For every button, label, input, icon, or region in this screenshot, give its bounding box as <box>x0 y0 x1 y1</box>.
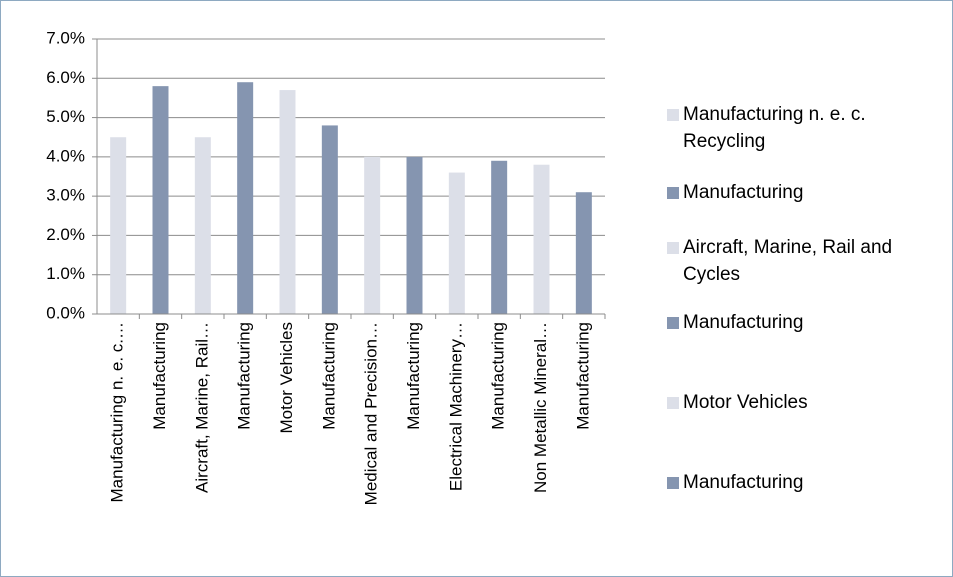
x-tick-label: Medical and Precision… <box>362 322 381 505</box>
y-tick-label: 6.0% <box>46 68 85 87</box>
x-tick-label: Motor Vehicles <box>277 322 296 434</box>
bar <box>533 164 550 314</box>
bar <box>406 156 423 314</box>
x-tick-label: Manufacturing <box>573 322 592 430</box>
legend-label: Aircraft, Marine, Rail and Cycles <box>683 237 893 285</box>
legend-item: Manufacturing <box>667 179 949 206</box>
legend-item: Motor Vehicles <box>667 389 949 416</box>
legend-swatch <box>667 242 679 254</box>
x-tick-label: Non Metallic Mineral… <box>531 322 550 493</box>
bar <box>110 137 127 314</box>
legend-label: Manufacturing <box>683 182 804 203</box>
legend-item: Manufacturing <box>667 469 949 496</box>
legend-label: Manufacturing n. e. c. Recycling <box>683 104 866 152</box>
x-tick-label: Manufacturing <box>319 322 338 430</box>
bar <box>364 156 381 314</box>
x-tick-label: Manufacturing <box>150 322 169 430</box>
x-tick-label: Electrical Machinery… <box>446 322 465 491</box>
y-tick-label: 7.0% <box>46 28 85 47</box>
legend-item: Manufacturing n. e. c. Recycling <box>667 101 949 155</box>
bar <box>279 90 296 314</box>
bar <box>575 192 592 314</box>
legend-swatch <box>667 109 679 121</box>
legend-swatch <box>667 397 679 409</box>
legend-swatch <box>667 477 679 489</box>
bar <box>194 137 211 314</box>
y-tick-label: 0.0% <box>46 303 85 322</box>
x-tick-label: Aircraft, Marine, Rail… <box>192 322 211 493</box>
bar <box>152 86 169 315</box>
x-tick-label: Manufacturing <box>404 322 423 430</box>
y-tick-label: 3.0% <box>46 186 85 205</box>
legend-label: Manufacturing <box>683 472 804 493</box>
legend-item: Aircraft, Marine, Rail and Cycles <box>667 234 949 288</box>
legend-label: Motor Vehicles <box>683 392 808 413</box>
bar <box>448 172 465 314</box>
y-tick-label: 2.0% <box>46 225 85 244</box>
bar <box>237 82 254 314</box>
x-tick-label: Manufacturing <box>235 322 254 430</box>
legend-label: Manufacturing <box>683 312 804 333</box>
y-tick-label: 5.0% <box>46 107 85 126</box>
x-tick-label: Manufacturing n. e. c.… <box>108 322 127 502</box>
legend-item: Manufacturing <box>667 309 949 336</box>
legend-swatch <box>667 187 679 199</box>
y-tick-label: 1.0% <box>46 264 85 283</box>
bar <box>321 125 338 314</box>
x-tick-label: Manufacturing <box>489 322 508 430</box>
legend-swatch <box>667 317 679 329</box>
y-tick-label: 4.0% <box>46 146 85 165</box>
bar <box>491 160 508 314</box>
